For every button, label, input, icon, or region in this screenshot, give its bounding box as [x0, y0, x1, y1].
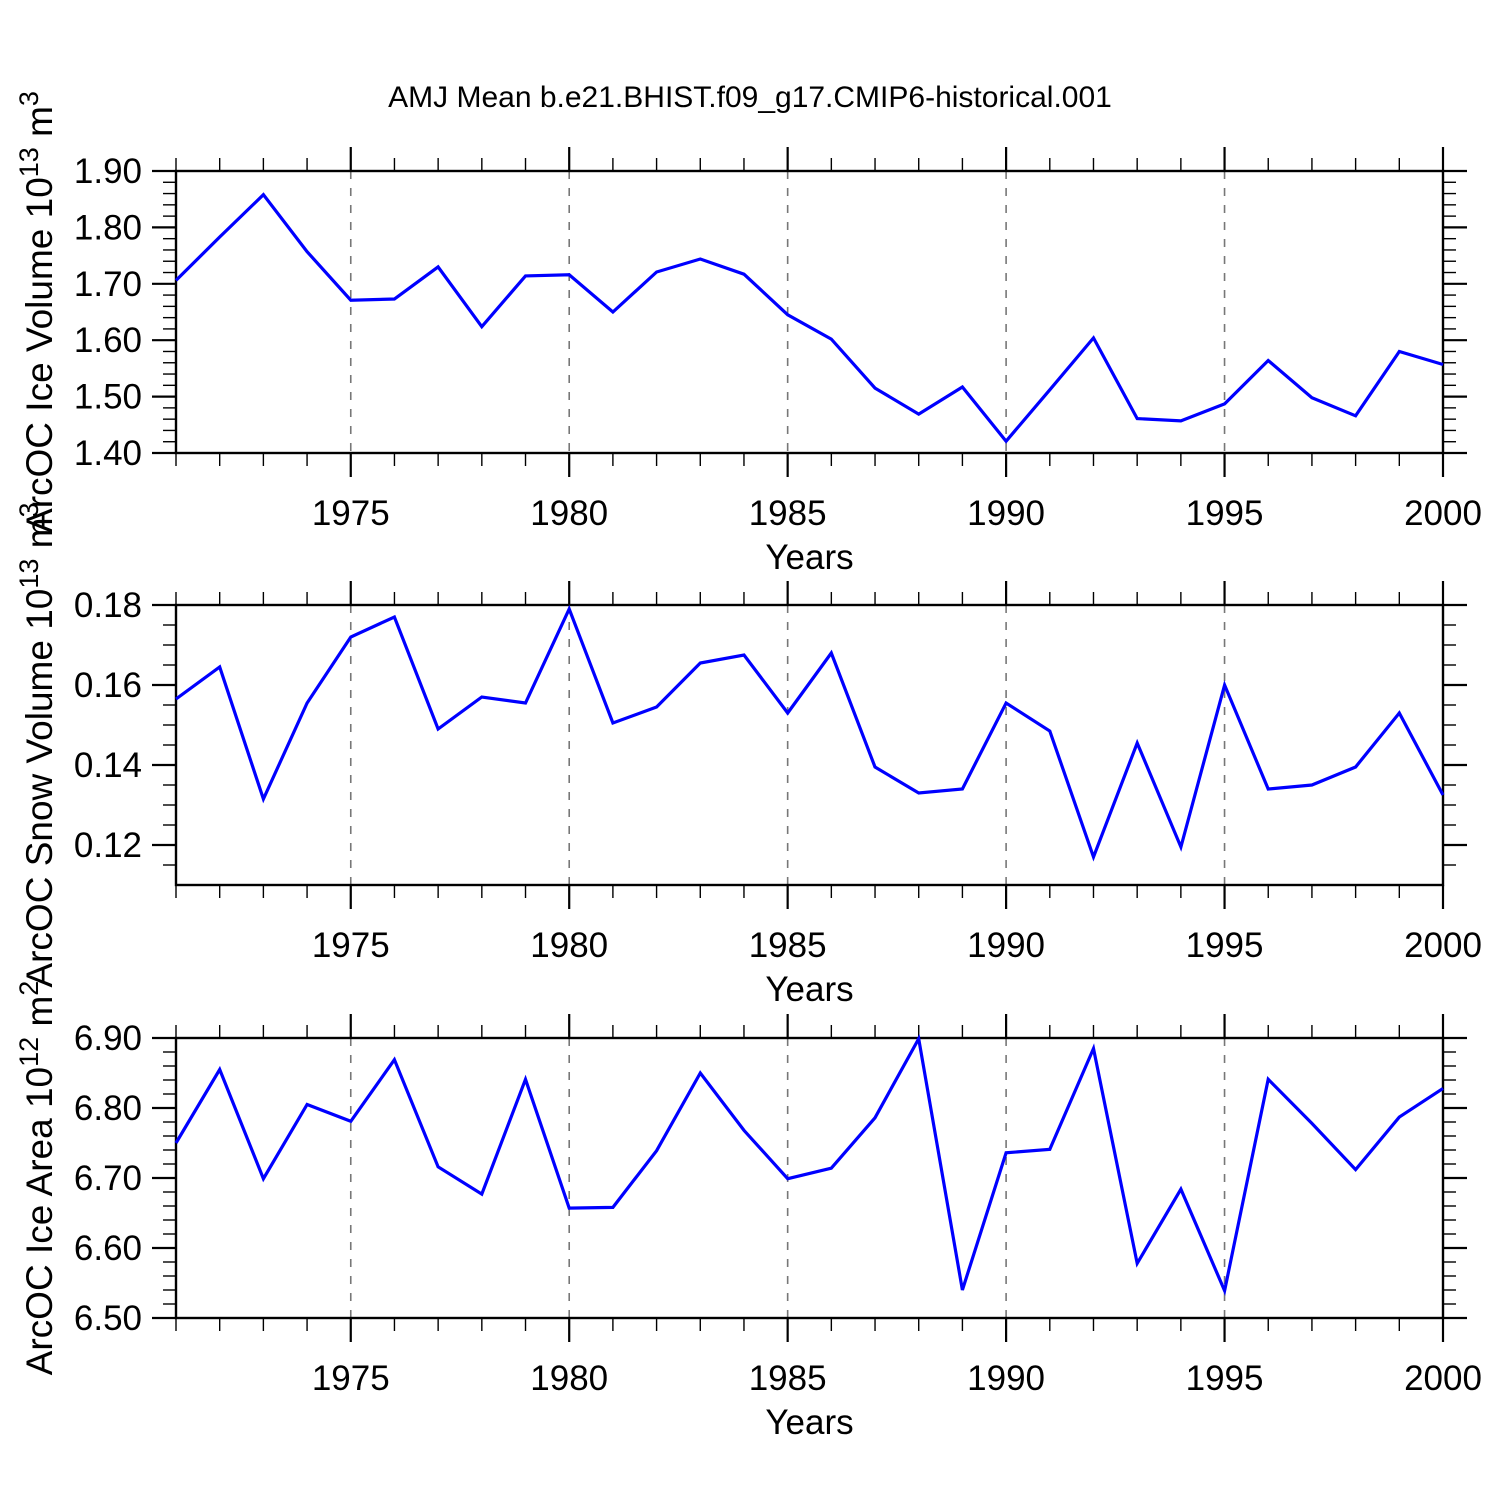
panel-arcoc-snow-volume: 0.12 0.14 0.16 0.18 1975 1980 1985 1990 1995 2000…	[14, 502, 1482, 1009]
x-tick-label: 1980	[530, 1359, 608, 1398]
gridlines	[349, 605, 1226, 885]
y-axis-label: ArcOC Ice Area 1012 m2	[14, 981, 60, 1376]
y-tick-label: 6.90	[74, 1019, 142, 1058]
y-tick-label: 6.80	[74, 1089, 142, 1128]
axis-ticks	[152, 1014, 1467, 1342]
y-tick-label: 1.40	[74, 434, 142, 473]
y-tick-label: 6.70	[74, 1159, 142, 1198]
gridlines	[349, 171, 1226, 453]
x-tick-label: 1995	[1186, 1359, 1264, 1398]
y-tick-labels: 1.40 1.50 1.60 1.70 1.80 1.90	[74, 152, 142, 473]
y-tick-label: 6.60	[74, 1229, 142, 1268]
x-tick-labels: 1975 1980 1985 1990 1995 2000	[312, 926, 1482, 965]
x-tick-label: 1995	[1186, 926, 1264, 965]
x-tick-label: 2000	[1404, 494, 1482, 533]
x-tick-label: 1980	[530, 926, 608, 965]
x-tick-label: 1985	[749, 926, 827, 965]
y-tick-labels: 0.12 0.14 0.16 0.18	[74, 586, 142, 865]
y-tick-label: 0.16	[74, 666, 142, 705]
x-tick-label: 1985	[749, 1359, 827, 1398]
panels-container: 1.40 1.50 1.60 1.70 1.80 1.90 1975 1980 1985 1990…	[14, 91, 1482, 1442]
x-axis-label: Years	[765, 538, 853, 577]
axis-ticks	[152, 147, 1467, 477]
series-line	[175, 604, 1445, 862]
chart-title: AMJ Mean b.e21.BHIST.f09_g17.CMIP6-histo…	[388, 81, 1112, 114]
plot-frame	[174, 169, 1445, 455]
y-tick-label: 6.50	[74, 1299, 142, 1338]
y-tick-label: 1.70	[74, 265, 142, 304]
y-tick-label: 1.60	[74, 321, 142, 360]
y-tick-labels: 6.50 6.60 6.70 6.80 6.90	[74, 1019, 142, 1338]
plot-frame	[174, 1036, 1445, 1320]
x-tick-labels: 1975 1980 1985 1990 1995 2000	[312, 1359, 1482, 1398]
x-tick-label: 1990	[967, 494, 1045, 533]
panel-arcoc-ice-volume: 1.40 1.50 1.60 1.70 1.80 1.90 1975 1980 1985 1990…	[14, 91, 1482, 577]
series-line	[174, 1033, 1444, 1297]
y-tick-label: 0.12	[74, 826, 142, 865]
x-tick-labels: 1975 1980 1985 1990 1995 2000	[312, 494, 1482, 533]
panel-arcoc-ice-area: 6.50 6.60 6.70 6.80 6.90 1975 1980 1985 1990 1995…	[14, 981, 1482, 1442]
axis-ticks	[152, 581, 1467, 909]
x-tick-label: 1975	[312, 926, 390, 965]
y-tick-label: 0.18	[74, 586, 142, 625]
y-tick-label: 1.50	[74, 378, 142, 417]
x-tick-label: 1990	[967, 926, 1045, 965]
x-tick-label: 1995	[1186, 494, 1264, 533]
x-tick-label: 2000	[1404, 1359, 1482, 1398]
x-tick-label: 1980	[530, 494, 608, 533]
y-tick-label: 0.14	[74, 746, 142, 785]
y-tick-label: 1.90	[74, 152, 142, 191]
x-tick-label: 1990	[967, 1359, 1045, 1398]
plot-frame	[174, 603, 1445, 887]
x-axis-label: Years	[765, 970, 853, 1009]
x-tick-label: 1975	[312, 1359, 390, 1398]
x-tick-label: 2000	[1404, 926, 1482, 965]
x-tick-label: 1975	[312, 494, 390, 533]
y-axis-label: ArcOC Ice Volume 1013 m3	[14, 91, 60, 533]
y-tick-label: 1.80	[74, 208, 142, 247]
y-axis-label: ArcOC Snow Volume 1013 m3	[14, 502, 60, 987]
x-tick-label: 1985	[749, 494, 827, 533]
x-axis-label: Years	[765, 1403, 853, 1442]
series-line	[174, 192, 1444, 444]
